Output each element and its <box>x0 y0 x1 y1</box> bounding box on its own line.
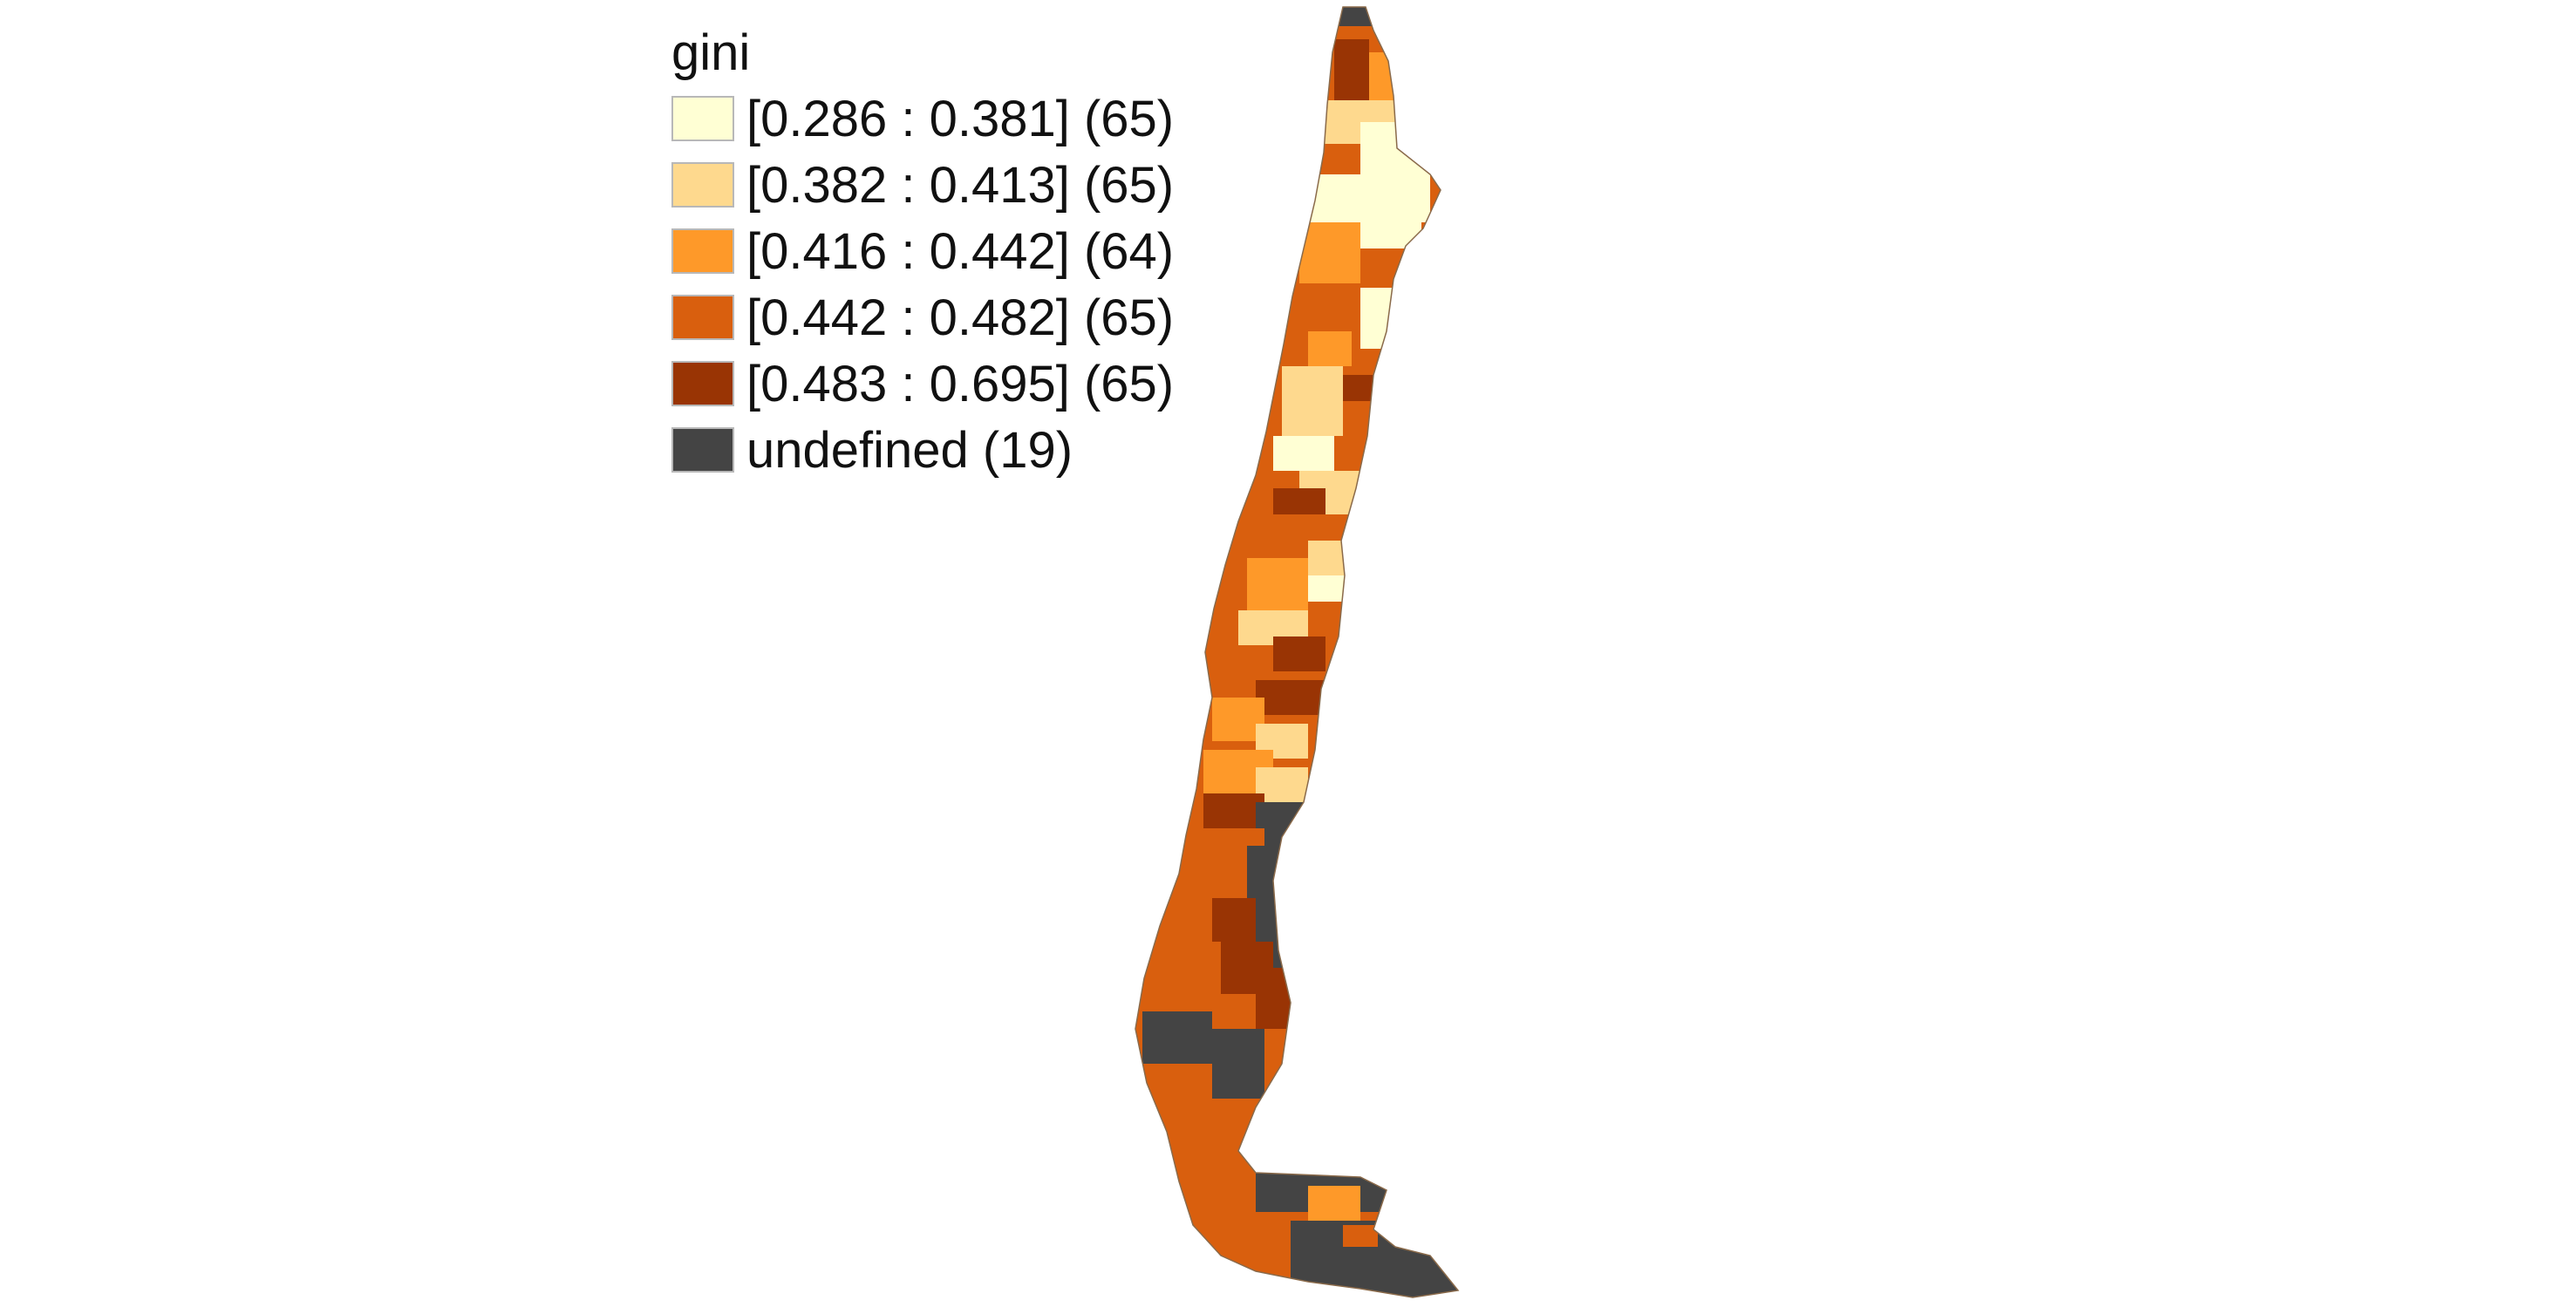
legend-swatch <box>671 295 734 340</box>
legend-label: [0.286 : 0.381] (65) <box>746 90 1175 147</box>
legend-label: [0.483 : 0.695] (65) <box>746 355 1175 412</box>
legend-label: [0.382 : 0.413] (65) <box>746 156 1175 214</box>
map-legend: gini [0.286 : 0.381] (65) [0.382 : 0.413… <box>671 24 1174 483</box>
legend-swatch <box>671 162 734 208</box>
legend-swatch <box>671 96 734 141</box>
legend-swatch <box>671 228 734 274</box>
country-outline <box>1135 6 1460 1298</box>
legend-item: [0.483 : 0.695] (65) <box>671 351 1174 417</box>
legend-label: [0.442 : 0.482] (65) <box>746 289 1175 346</box>
legend-swatch <box>671 427 734 473</box>
legend-label: undefined (19) <box>746 421 1073 479</box>
legend-item: [0.382 : 0.413] (65) <box>671 152 1174 218</box>
legend-title: gini <box>671 24 751 81</box>
legend-swatch <box>671 361 734 406</box>
legend-label: [0.416 : 0.442] (64) <box>746 222 1175 280</box>
legend-item: undefined (19) <box>671 417 1174 483</box>
legend-item: [0.286 : 0.381] (65) <box>671 85 1174 152</box>
legend-items: [0.286 : 0.381] (65) [0.382 : 0.413] (65… <box>671 85 1174 483</box>
legend-item: [0.416 : 0.442] (64) <box>671 218 1174 284</box>
legend-item: [0.442 : 0.482] (65) <box>671 284 1174 351</box>
